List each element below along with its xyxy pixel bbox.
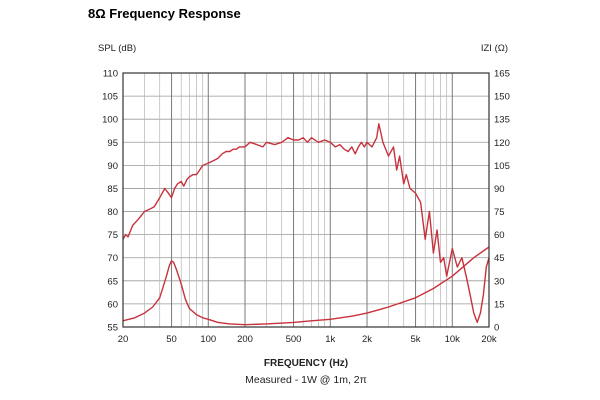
y-axis-right-label: IZI (Ω) — [481, 43, 508, 54]
x-tick-label: 10k — [445, 334, 461, 345]
page-title: 8Ω Frequency Response — [88, 6, 241, 21]
y-axis-left-label: SPL (dB) — [98, 43, 136, 54]
y-left-tick-label: 80 — [107, 207, 118, 218]
x-tick-label: 50 — [166, 334, 177, 345]
y-right-tick-label: 165 — [494, 69, 510, 80]
x-tick-label: 20 — [118, 334, 129, 345]
y-right-tick-label: 75 — [494, 207, 505, 218]
x-tick-label: 500 — [286, 334, 302, 345]
y-left-tick-label: 110 — [103, 69, 118, 80]
y-left-tick-label: 105 — [102, 92, 118, 103]
y-left-tick-label: 60 — [107, 299, 118, 310]
y-left-tick-label: 55 — [107, 323, 118, 334]
tick-labels: 55 60 65 70 75 80 85 90 95 100 105 110 0 15 30 45 60 75 90… — [102, 69, 510, 346]
series-lines — [122, 123, 490, 326]
y-left-tick-label: 75 — [107, 230, 118, 241]
x-tick-label: 100 — [200, 334, 216, 345]
y-right-tick-label: 150 — [494, 92, 510, 103]
y-right-tick-label: 15 — [494, 299, 505, 310]
x-tick-label: 5k — [411, 334, 421, 345]
measurement-caption: Measured - 1W @ 1m, 2π — [245, 374, 367, 386]
grid — [122, 72, 490, 328]
y-left-tick-label: 85 — [107, 184, 118, 195]
y-right-tick-label: 45 — [494, 253, 505, 264]
y-right-tick-label: 105 — [494, 161, 510, 172]
y-right-tick-label: 135 — [494, 115, 510, 126]
x-tick-label: 2k — [362, 334, 372, 345]
y-left-tick-label: 100 — [102, 115, 118, 126]
y-left-tick-label: 90 — [107, 161, 118, 172]
y-left-tick-label: 65 — [107, 276, 118, 287]
y-left-tick-label: 70 — [107, 253, 118, 264]
y-right-tick-label: 0 — [494, 323, 499, 334]
y-left-tick-label: 95 — [107, 138, 118, 149]
y-right-tick-label: 60 — [494, 230, 505, 241]
x-tick-label: 200 — [237, 334, 253, 345]
y-right-tick-label: 120 — [494, 138, 510, 149]
spl-line — [122, 123, 490, 324]
x-tick-label: 20k — [481, 334, 497, 345]
plot-frame — [122, 72, 490, 328]
x-tick-label: 1k — [325, 334, 335, 345]
impedance-line — [122, 246, 490, 326]
y-right-tick-label: 90 — [494, 184, 505, 195]
y-right-tick-label: 30 — [494, 276, 505, 287]
x-axis-label: FREQUENCY (Hz) — [264, 358, 348, 369]
